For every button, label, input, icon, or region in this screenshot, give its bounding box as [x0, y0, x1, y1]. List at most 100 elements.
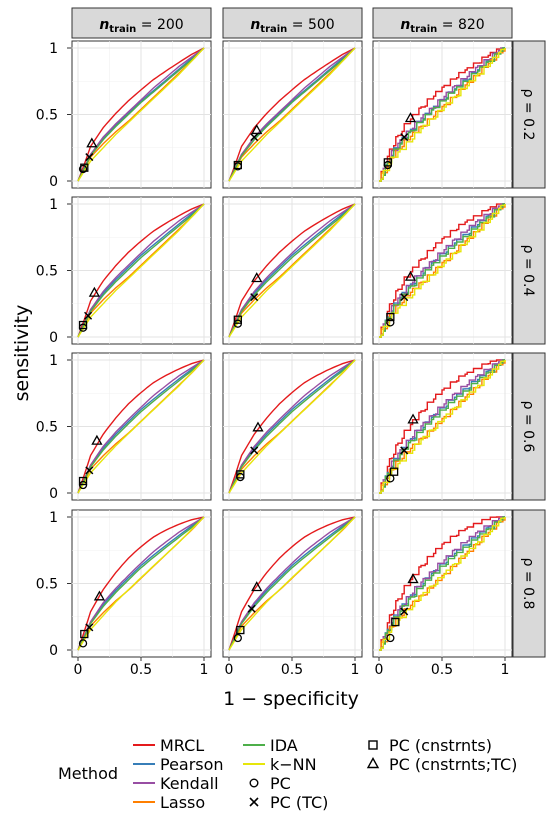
roc-line-mrcl: [228, 203, 356, 338]
roc-line-mrcl: [228, 47, 356, 182]
marker-pc-cnstrnts-tc: [91, 434, 103, 445]
legend-item: k−NN: [243, 755, 317, 774]
facet-panel: [372, 40, 513, 189]
marker-pc-cnstrnts: [80, 629, 89, 639]
roc-line-knn: [228, 203, 356, 338]
roc-line-knn: [379, 48, 506, 182]
roc-line-mrcl: [77, 516, 205, 651]
legend-label: IDA: [270, 736, 298, 755]
facet-panel: [71, 352, 212, 501]
roc-line-mrcl: [228, 516, 356, 651]
y-tick-label: 0: [49, 486, 58, 502]
y-tick-label: 0.5: [36, 264, 58, 280]
x-tick-label: 1: [200, 662, 209, 678]
legend-label: PC (cnstrnts): [389, 736, 492, 755]
roc-line-knn: [379, 204, 506, 338]
legend-item: PC: [249, 774, 291, 793]
roc-line-ida: [228, 203, 356, 338]
legend-item: PC (cnstrnts;TC): [366, 755, 517, 774]
marker-pc: [386, 633, 395, 643]
row-strip-label: ρ = 0.2: [520, 89, 536, 141]
marker-pc-cnstrnts: [233, 160, 242, 170]
column-strip: ntrain = 820: [372, 7, 513, 39]
y-tick-label: 1: [49, 510, 58, 526]
column-strip-label: ntrain = 500: [250, 17, 334, 35]
x-tick-label: 0: [74, 662, 83, 678]
legend-square-symbol: [368, 740, 378, 750]
legend: Method MRCLPearsonKendallLassoIDAk−NNPCP…: [58, 736, 517, 812]
marker-pc-tc: [400, 293, 409, 302]
roc-line-ida: [77, 516, 205, 651]
roc-line-knn: [228, 359, 356, 494]
roc-line-kendall: [379, 359, 505, 494]
roc-line-mrcl: [77, 203, 205, 338]
y-tick-label: 1: [49, 41, 58, 57]
legend-item: PC (cnstrnts): [368, 736, 492, 755]
x-tick-label: 0.5: [431, 662, 453, 678]
marker-pc-cnstrnts: [78, 320, 88, 330]
marker-pc-cnstrnts-tc: [251, 272, 263, 283]
facet-panel: [222, 40, 363, 189]
marker-pc-tc: [250, 133, 259, 142]
roc-line-kendall: [77, 47, 205, 182]
roc-line-lasso: [379, 360, 506, 494]
marker-pc-cnstrnts-tc: [251, 124, 263, 135]
marker-pc-cnstrnts-tc: [252, 421, 264, 432]
row-strip: ρ = 0.4: [512, 196, 546, 345]
roc-line-kendall: [228, 203, 356, 338]
roc-line-kendall: [77, 203, 205, 338]
roc-line-kendall: [228, 359, 356, 494]
legend-cross-symbol: [249, 797, 259, 807]
marker-pc-tc: [247, 604, 256, 613]
roc-line-mrcl: [379, 516, 505, 651]
roc-line-ida: [77, 47, 205, 182]
marker-pc-cnstrnts-tc: [93, 590, 106, 601]
roc-line-ida: [228, 516, 356, 651]
roc-line-kendall: [77, 516, 205, 651]
marker-pc-cnstrnts-tc: [404, 270, 417, 281]
marker-pc: [233, 633, 242, 643]
row-strip-label: ρ = 0.8: [520, 558, 536, 610]
legend-label: MRCL: [160, 736, 204, 755]
row-strip: ρ = 0.8: [512, 509, 546, 658]
legend-label: Lasso: [160, 793, 205, 812]
x-tick-label: 0: [375, 662, 384, 678]
legend-item: MRCL: [133, 736, 204, 755]
marker-pc-cnstrnts-tc: [86, 137, 98, 148]
column-strip: ntrain = 200: [71, 7, 212, 39]
roc-line-knn: [228, 516, 356, 651]
y-tick-label: 0.5: [36, 577, 58, 593]
marker-pc-cnstrnts: [383, 158, 392, 167]
x-tick-label: 0: [225, 662, 234, 678]
y-tick-label: 0.5: [36, 420, 58, 436]
marker-pc-cnstrnts-tc: [407, 413, 419, 424]
y-tick-label: 0.5: [36, 108, 58, 124]
roc-line-ida: [77, 203, 205, 338]
legend-label: PC: [270, 774, 291, 793]
facet-panel: [222, 509, 363, 658]
facet-panel: [222, 352, 363, 501]
marker-pc-cnstrnts-tc: [251, 581, 263, 592]
facet-panel: [372, 509, 513, 658]
marker-pc-tc: [250, 293, 259, 302]
y-tick-label: 0: [49, 330, 58, 346]
legend-circle-symbol: [249, 778, 259, 788]
x-tick-label: 1: [501, 662, 510, 678]
legend-item: PC (TC): [249, 793, 328, 812]
roc-line-mrcl: [77, 47, 205, 182]
roc-line-ida: [228, 359, 356, 494]
roc-line-kendall: [228, 516, 356, 651]
y-tick-label: 0: [49, 174, 58, 190]
roc-line-mrcl: [77, 359, 205, 494]
legend-label: Pearson: [160, 755, 224, 774]
marker-pc-cnstrnts: [236, 470, 245, 479]
marker-pc-cnstrnts: [78, 476, 88, 486]
marker-pc-tc: [85, 153, 94, 162]
row-strip-label: ρ = 0.6: [520, 401, 536, 453]
marker-pc: [78, 164, 88, 174]
x-tick-label: 1: [351, 662, 360, 678]
roc-line-ida: [77, 359, 205, 494]
facet-panel: [71, 196, 212, 345]
legend-triangle-symbol: [366, 757, 380, 769]
roc-line-mrcl: [379, 48, 506, 182]
